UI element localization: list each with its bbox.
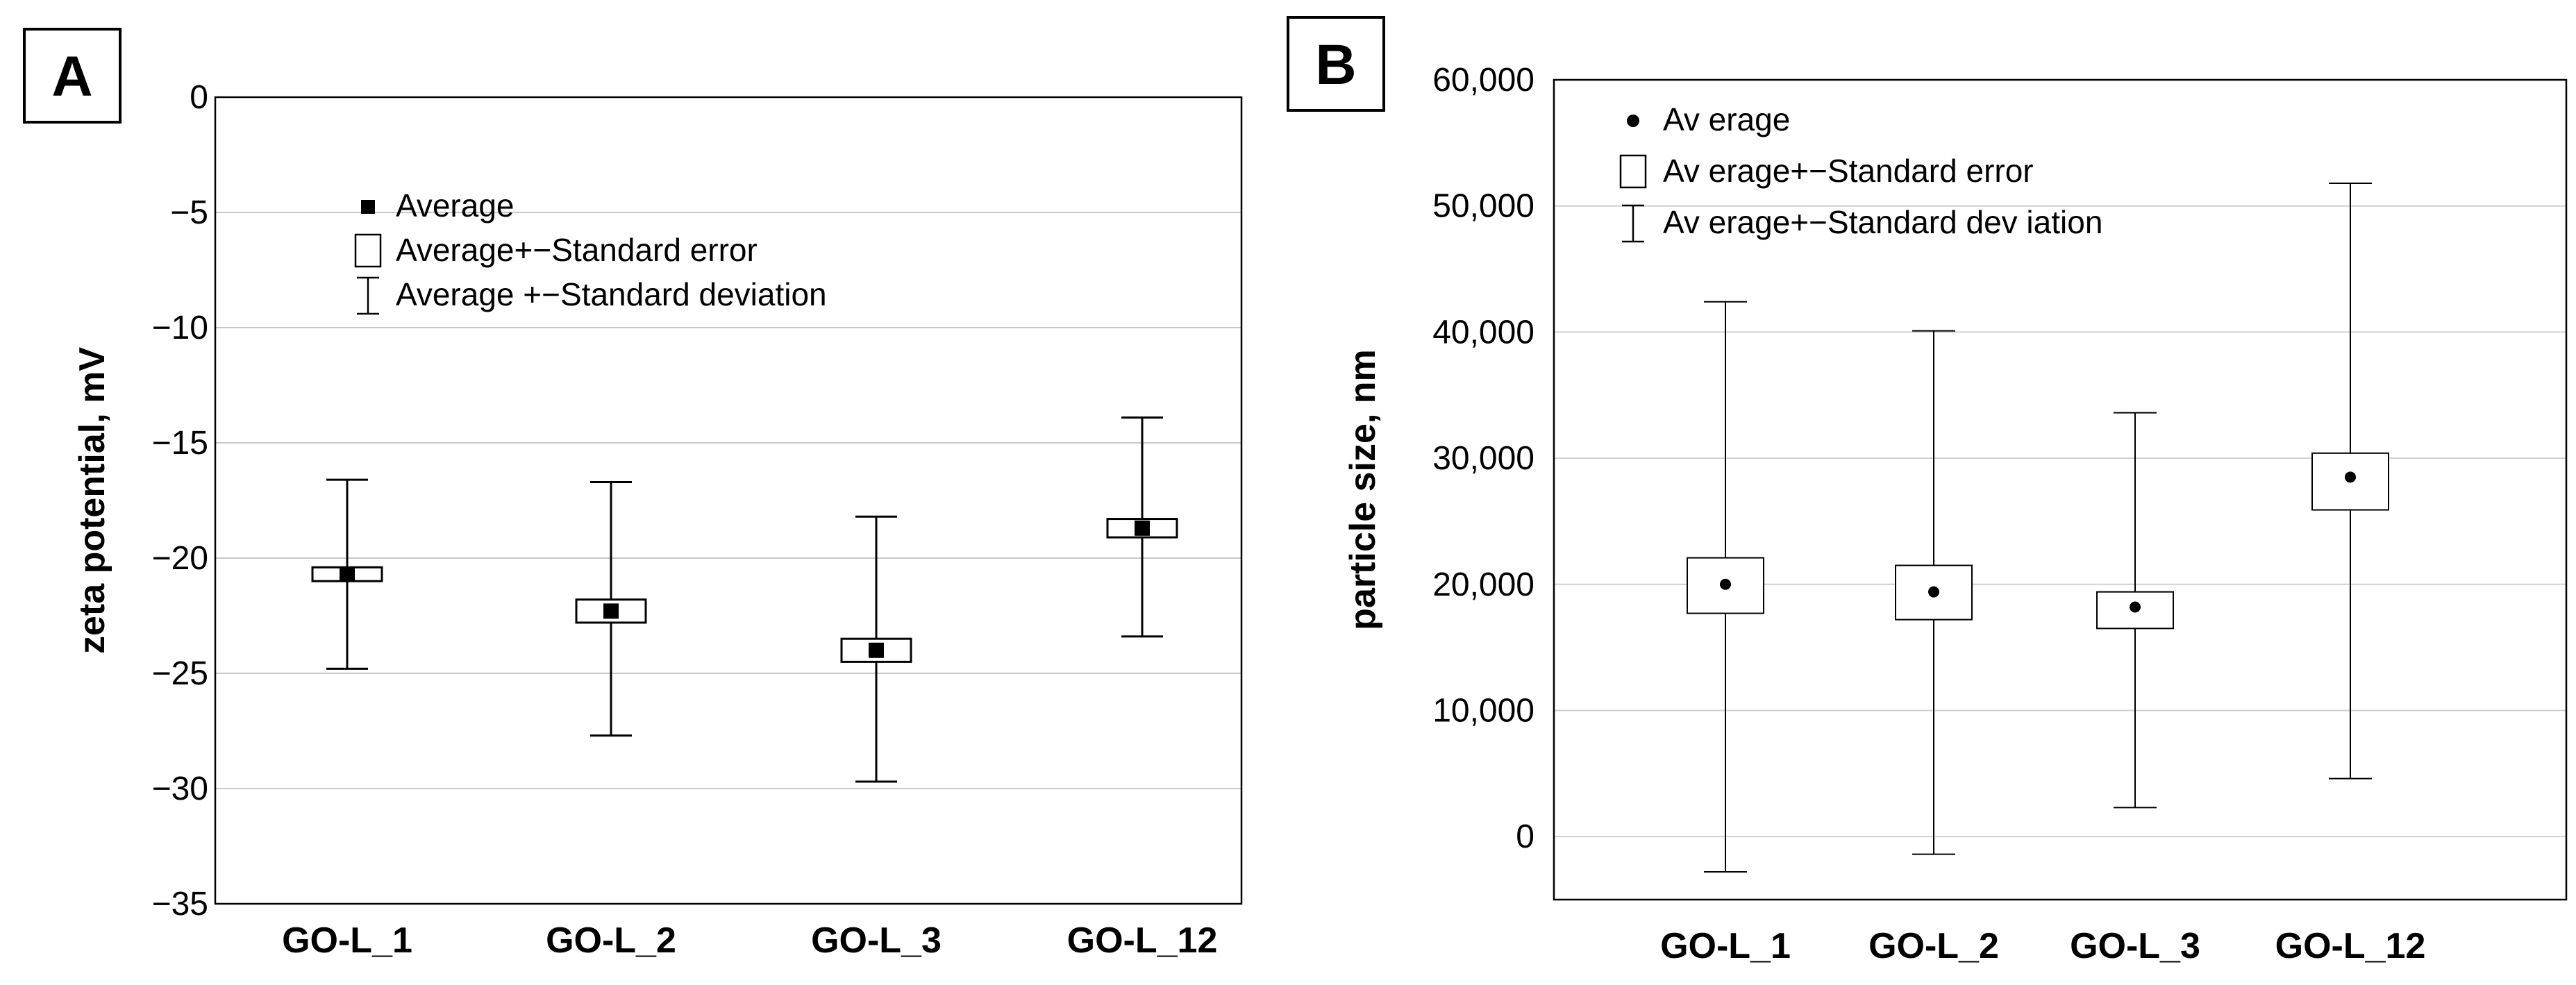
y-tick-label: 30,000 — [1432, 440, 1534, 477]
mean-marker — [869, 642, 884, 658]
y-tick-label: 0 — [1516, 818, 1534, 855]
y-tick-label: −35 — [152, 886, 208, 923]
x-category-label: GO-L_3 — [811, 920, 942, 961]
legend-label: Average+−Standard error — [396, 232, 758, 268]
y-tick-label: −30 — [152, 771, 208, 807]
legend-label: Average — [396, 187, 515, 224]
y-axis-label: zeta potential, mV — [72, 347, 112, 654]
legend: Av erage Av erage+−Standard error Av erage… — [1619, 101, 2102, 243]
mean-marker — [1135, 520, 1150, 536]
data-group-GO-L_2 — [1895, 330, 1973, 855]
legend-se-box-icon — [354, 233, 382, 268]
legend-label: Av erage+−Standard error — [1663, 153, 2034, 189]
y-tick-label: −15 — [152, 425, 208, 462]
legend-mean-icon — [361, 200, 375, 214]
y-tick-label: 50,000 — [1432, 188, 1534, 225]
legend-label: Av erage — [1663, 101, 1790, 137]
legend-label: Av erage+−Standard dev iation — [1663, 204, 2102, 240]
data-group-GO-L_3 — [840, 515, 912, 783]
y-tick-label: −10 — [152, 310, 208, 346]
y-tick-label: 60,000 — [1432, 62, 1534, 99]
plot-area-frame — [214, 96, 1243, 905]
y-tick-label: −5 — [170, 194, 208, 231]
panel-a-zeta-potential-chart: 0 −5 −10 −15 −20 −25 −30 −35 zeta potential, mV G… — [23, 28, 1243, 961]
panel-label-box — [23, 28, 122, 124]
x-category-label: GO-L_1 — [282, 920, 412, 961]
x-category-label: GO-L_12 — [1067, 920, 1218, 961]
data-group-GO-L_1 — [1687, 301, 1764, 873]
mean-marker — [2345, 471, 2356, 483]
x-category-label: GO-L_3 — [2070, 926, 2200, 966]
panel-label: A — [51, 45, 92, 108]
mean-marker — [2130, 601, 2141, 613]
mean-marker — [603, 603, 619, 619]
y-tick-label: −20 — [152, 540, 208, 577]
y-tick-label: 0 — [190, 79, 208, 116]
legend-mean-icon — [1627, 115, 1639, 127]
y-tick-label: 20,000 — [1432, 566, 1534, 603]
panel-label: B — [1315, 33, 1356, 96]
se-box — [575, 598, 647, 624]
plot-area-frame — [1553, 78, 2568, 901]
mean-marker — [1720, 578, 1731, 590]
y-tick-label: 40,000 — [1432, 314, 1534, 351]
legend-se-box-icon — [1619, 154, 1647, 189]
y-tick-label: −25 — [152, 655, 208, 692]
y-axis-label: particle size, nm — [1343, 349, 1383, 630]
mean-marker — [340, 566, 355, 582]
data-group-GO-L_12 — [2311, 182, 2389, 780]
legend: Average Average+−Standard error Average +−… — [354, 187, 827, 315]
data-group-GO-L_12 — [1106, 416, 1178, 638]
legend-label: Average +−Standard deviation — [396, 276, 827, 312]
panel-label-box — [1287, 16, 1385, 112]
x-category-label: GO-L_2 — [1868, 926, 1999, 966]
data-group-GO-L_2 — [575, 480, 647, 737]
x-category-label: GO-L_12 — [2275, 926, 2426, 966]
y-tick-label: 10,000 — [1432, 692, 1534, 729]
x-category-label: GO-L_1 — [1660, 926, 1791, 966]
mean-marker — [1928, 586, 1939, 598]
data-group-GO-L_1 — [311, 478, 383, 670]
x-category-label: GO-L_2 — [546, 920, 676, 961]
data-group-GO-L_3 — [2096, 412, 2174, 809]
panel-b-particle-size-chart: 0 10,000 20,000 30,000 40,000 50,000 60,000 par… — [1287, 16, 2568, 966]
